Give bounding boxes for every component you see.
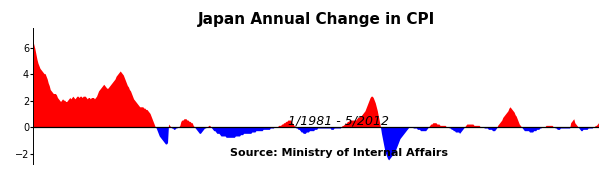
Text: 1/1981 - 5/2012: 1/1981 - 5/2012 (289, 115, 389, 128)
Title: Japan Annual Change in CPI: Japan Annual Change in CPI (197, 12, 435, 26)
Text: Source: Ministry of Internal Affairs: Source: Ministry of Internal Affairs (230, 148, 448, 158)
